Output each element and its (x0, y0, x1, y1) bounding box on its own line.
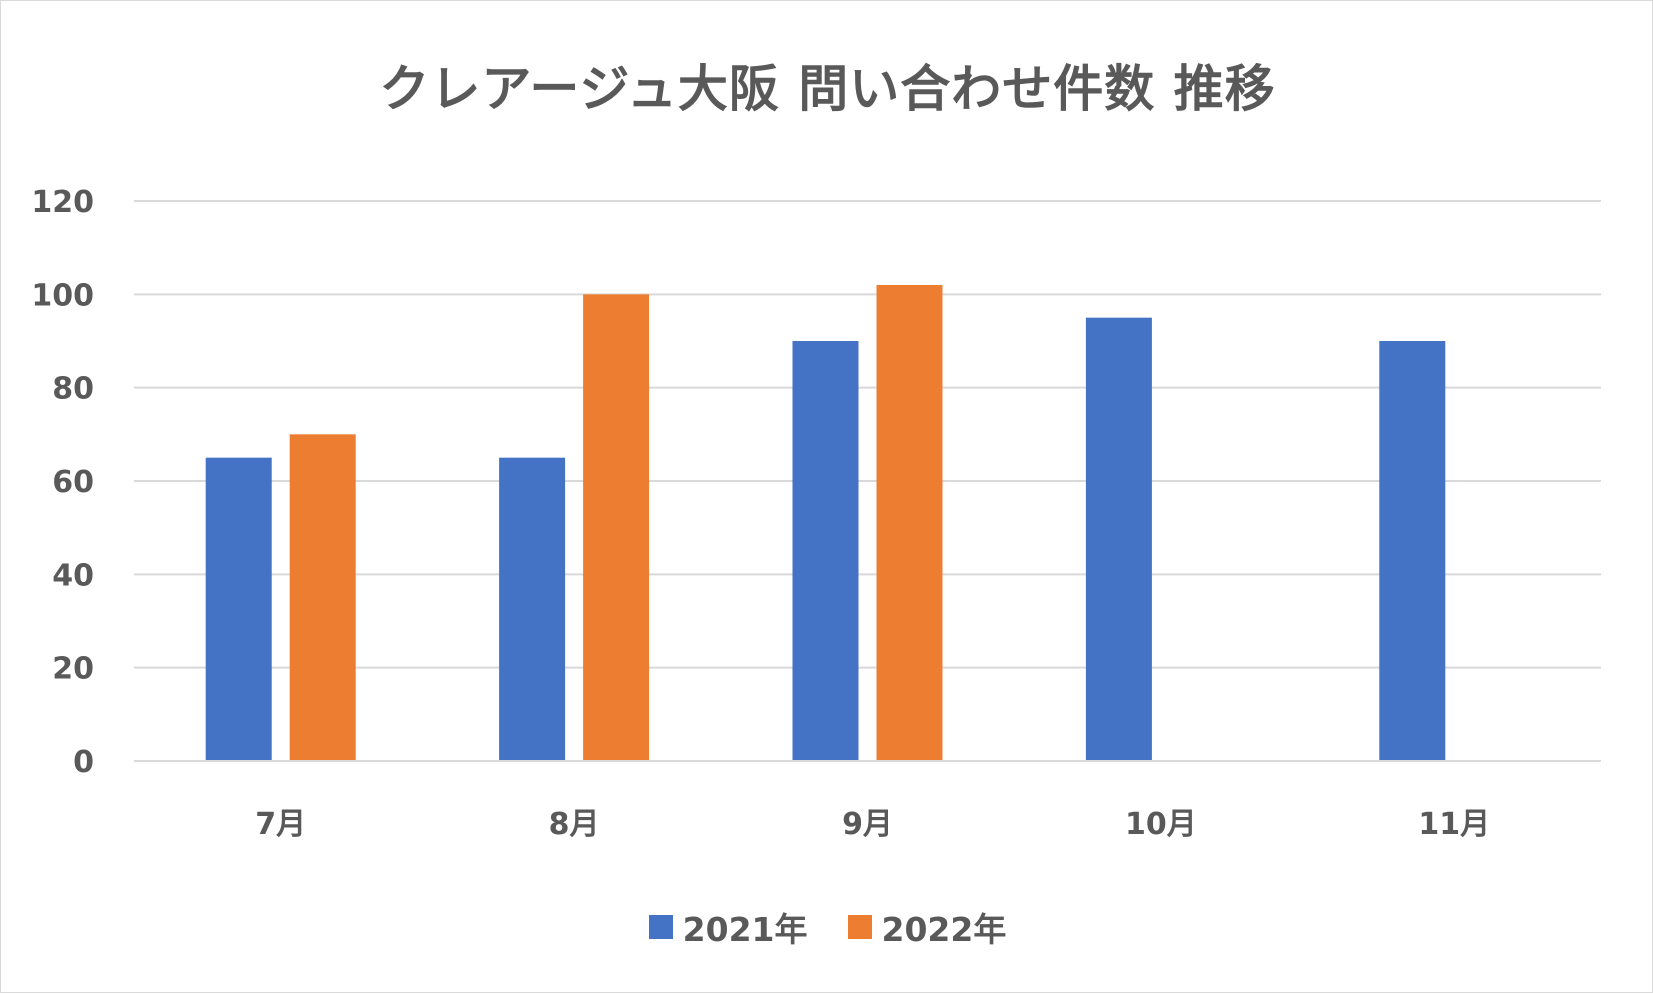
bar-2022年-8月 (583, 294, 650, 761)
y-tick-label: 0 (73, 745, 94, 780)
legend-item-2021: 2021年 (648, 903, 808, 951)
legend: 2021年 2022年 (1, 903, 1653, 951)
x-tick-label: 7月 (255, 807, 306, 842)
x-tick-label: 11月 (1418, 807, 1490, 842)
legend-label-2021: 2021年 (682, 910, 808, 949)
bar-2021年-11月 (1379, 341, 1446, 761)
chart-title: クレアージュ大阪 問い合わせ件数 推移 (379, 60, 1276, 118)
bar-2022年-7月 (289, 434, 356, 761)
bar-2021年-8月 (499, 457, 566, 761)
y-tick-label: 100 (31, 278, 94, 313)
x-tick-label: 10月 (1125, 807, 1197, 842)
legend-item-2022: 2022年 (847, 903, 1007, 951)
y-tick-label: 120 (31, 185, 94, 220)
legend-label-2022: 2022年 (881, 910, 1007, 949)
y-tick-label: 40 (52, 558, 94, 593)
x-tick-label: 9月 (842, 807, 893, 842)
legend-swatch-2022 (847, 915, 872, 939)
bar-2021年-9月 (792, 341, 859, 761)
y-tick-label: 60 (52, 465, 94, 500)
y-tick-label: 20 (52, 652, 94, 687)
bar-2022年-9月 (876, 285, 943, 761)
x-tick-label: 8月 (549, 807, 600, 842)
bar-2021年-10月 (1085, 317, 1152, 761)
bar-2021年-7月 (205, 457, 272, 761)
legend-swatch-2021 (648, 915, 673, 939)
y-tick-label: 80 (52, 372, 94, 407)
